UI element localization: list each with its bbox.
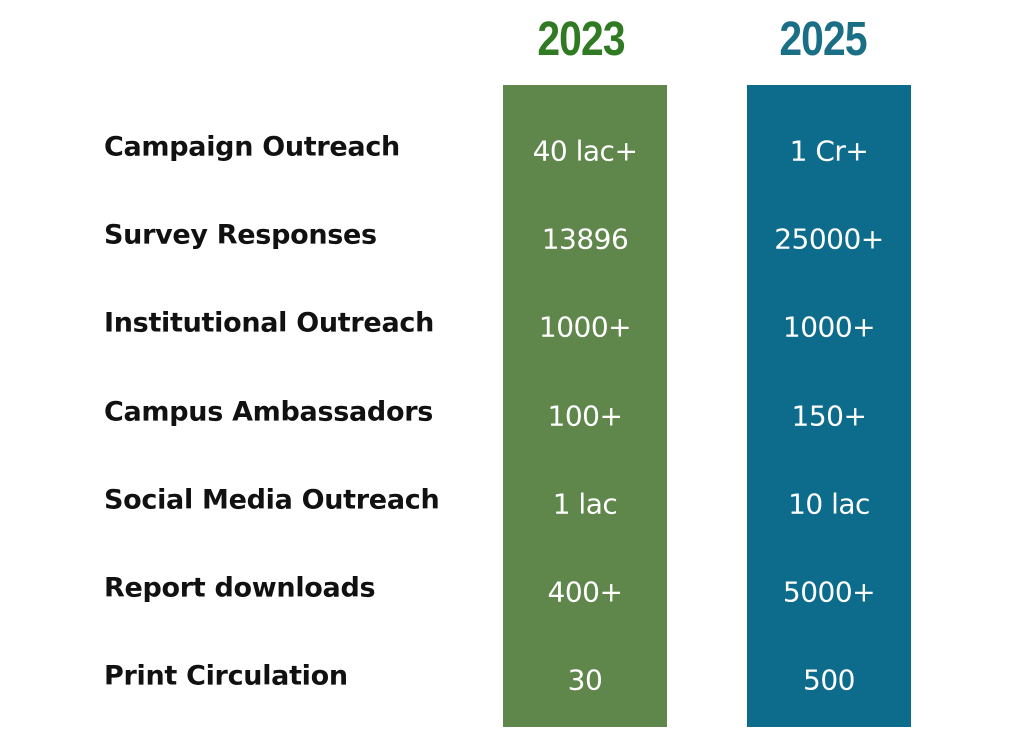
cell-value: 1000+ — [538, 310, 632, 344]
row-label: Social Media Outreach — [104, 484, 440, 516]
cell-value: 100+ — [547, 399, 623, 433]
cell-value: 10 lac — [788, 487, 870, 521]
column-header: 2025 — [779, 13, 867, 66]
column-2023-band — [503, 85, 667, 727]
row-label: Print Circulation — [104, 660, 348, 692]
cell-value: 1 lac — [552, 487, 618, 521]
cell-value: 25000+ — [774, 222, 884, 256]
row-label: Survey Responses — [104, 219, 377, 251]
cell-value: 1000+ — [782, 310, 876, 344]
row-label: Institutional Outreach — [104, 307, 434, 339]
cell-value: 500 — [803, 663, 855, 697]
cell-value: 40 lac+ — [532, 134, 638, 168]
cell-value: 400+ — [547, 575, 623, 609]
row-label: Report downloads — [104, 572, 376, 604]
row-label: Campus Ambassadors — [104, 396, 433, 428]
cell-value: 150+ — [791, 399, 867, 433]
column-header: 2023 — [537, 13, 625, 66]
cell-value: 30 — [567, 663, 603, 697]
cell-value: 13896 — [541, 222, 629, 256]
row-label: Campaign Outreach — [104, 131, 400, 163]
cell-value: 1 Cr+ — [789, 134, 869, 168]
cell-value: 5000+ — [782, 575, 876, 609]
column-2025-band — [747, 85, 911, 727]
